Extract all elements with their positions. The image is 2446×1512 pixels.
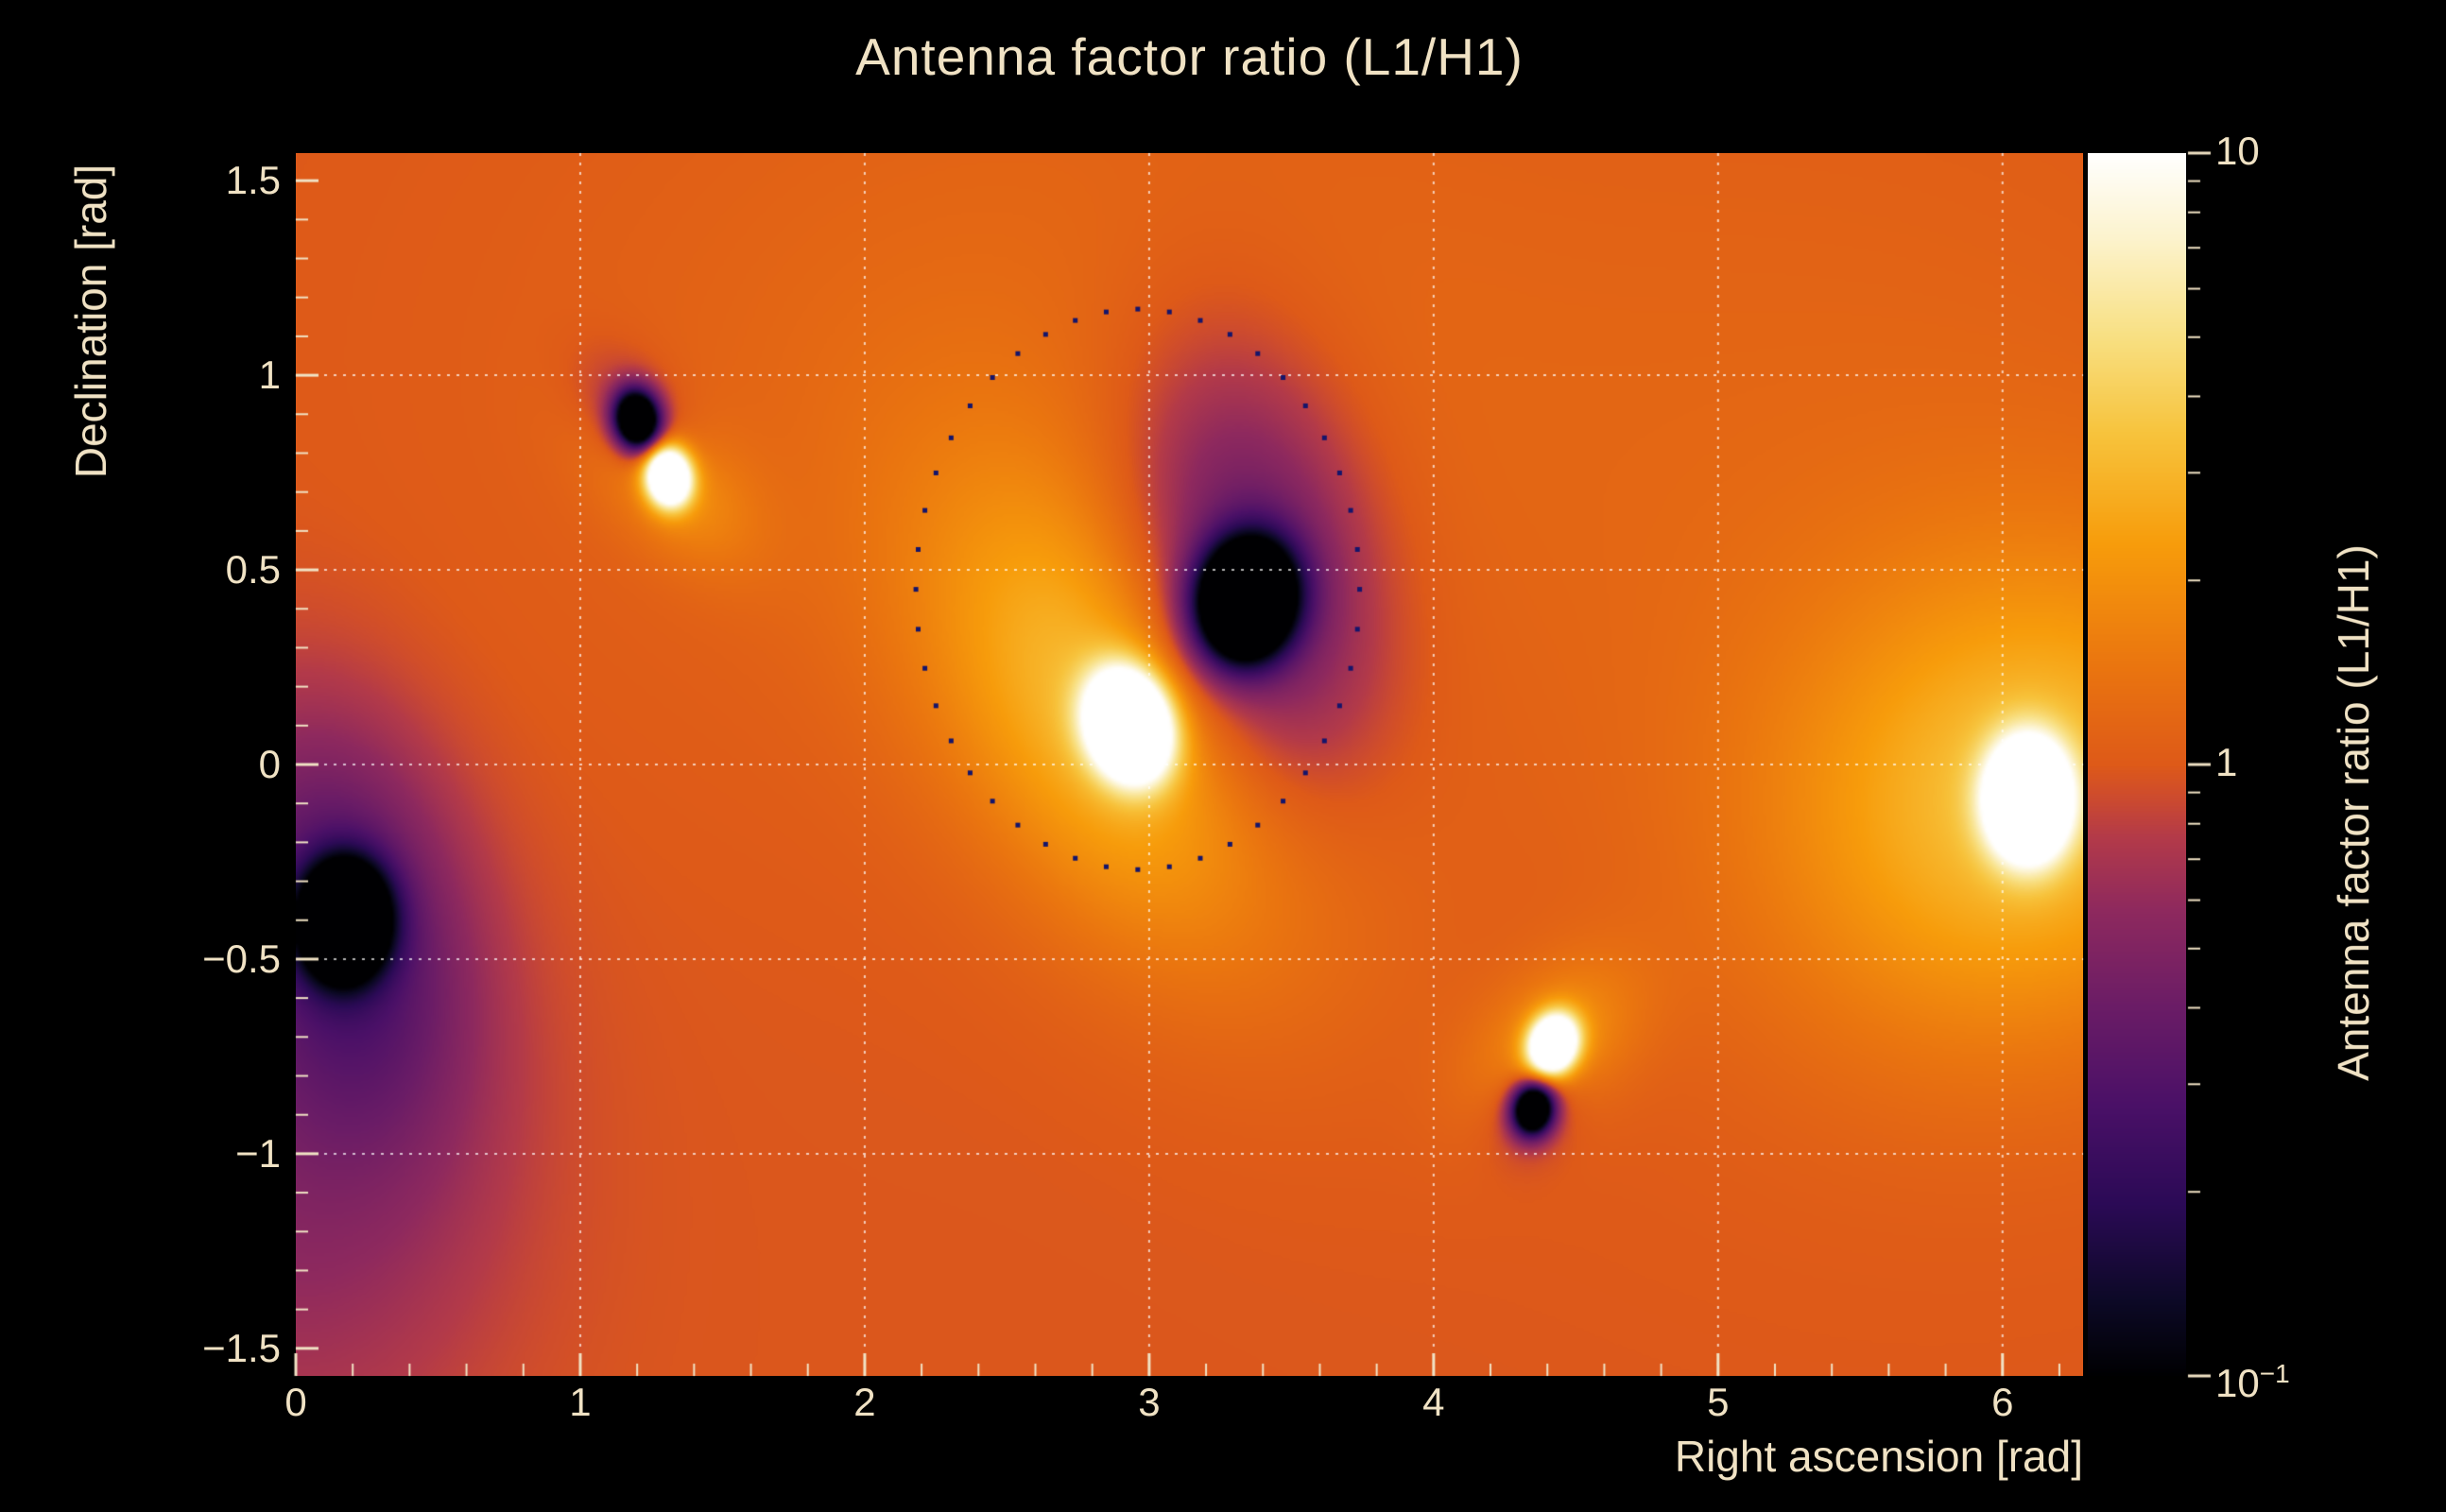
colorbar-canvas	[2088, 153, 2186, 1376]
x-tick-label: 6	[1991, 1380, 2014, 1424]
x-tick-label: 3	[1138, 1380, 1161, 1424]
y-tick-label: 0	[258, 742, 281, 786]
y-tick-label: −0.5	[202, 936, 281, 981]
y-tick-label: −1.5	[202, 1325, 281, 1370]
colorbar-tick-label: 1	[2215, 740, 2238, 784]
chart-title: Antenna factor ratio (L1/H1)	[855, 27, 1524, 86]
colorbar-tick-label: 10−1	[2215, 1359, 2290, 1405]
y-axis-title: Declination [rad]	[66, 163, 115, 479]
heatmap-canvas	[296, 153, 2083, 1376]
x-tick-label: 2	[853, 1380, 876, 1424]
y-tick-label: 1	[258, 352, 281, 398]
x-tick-label: 4	[1422, 1380, 1445, 1424]
x-tick-label: 1	[569, 1380, 592, 1424]
x-tick-label: 5	[1707, 1380, 1730, 1424]
y-tick-label: −1	[235, 1130, 281, 1176]
x-tick-label: 0	[284, 1380, 307, 1424]
x-axis-title: Right ascension [rad]	[1674, 1432, 2083, 1481]
colorbar-title: Antenna factor ratio (L1/H1)	[2329, 544, 2378, 1081]
y-tick-label: 1.5	[225, 158, 281, 203]
y-tick-label: 0.5	[225, 547, 281, 593]
colorbar-tick-label: 10	[2215, 129, 2260, 173]
